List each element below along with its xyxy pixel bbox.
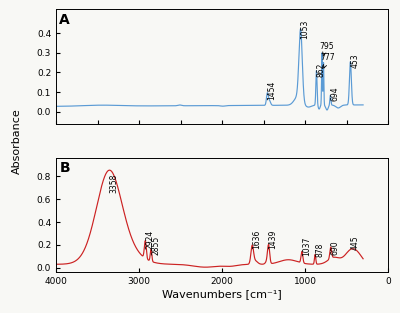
Text: 3358: 3358 — [109, 173, 118, 193]
Text: 1454: 1454 — [267, 80, 276, 100]
Text: 777: 777 — [321, 53, 335, 68]
Text: 690: 690 — [331, 240, 340, 255]
Text: 1439: 1439 — [268, 229, 278, 249]
Text: 2924: 2924 — [145, 230, 154, 249]
X-axis label: Wavenumbers [cm⁻¹]: Wavenumbers [cm⁻¹] — [162, 289, 282, 299]
Text: 453: 453 — [350, 53, 360, 68]
Text: A: A — [59, 13, 70, 27]
Text: 445: 445 — [351, 235, 360, 250]
Text: 694: 694 — [330, 87, 339, 101]
Text: 2855: 2855 — [151, 236, 160, 255]
Text: 878: 878 — [315, 243, 324, 258]
Text: Absorbance: Absorbance — [12, 108, 22, 174]
Text: 862: 862 — [316, 62, 326, 77]
Text: 1037: 1037 — [302, 236, 311, 256]
Text: B: B — [59, 162, 70, 175]
Text: 1636: 1636 — [252, 230, 261, 249]
Text: 1053: 1053 — [301, 20, 310, 39]
Text: 795: 795 — [319, 42, 334, 56]
